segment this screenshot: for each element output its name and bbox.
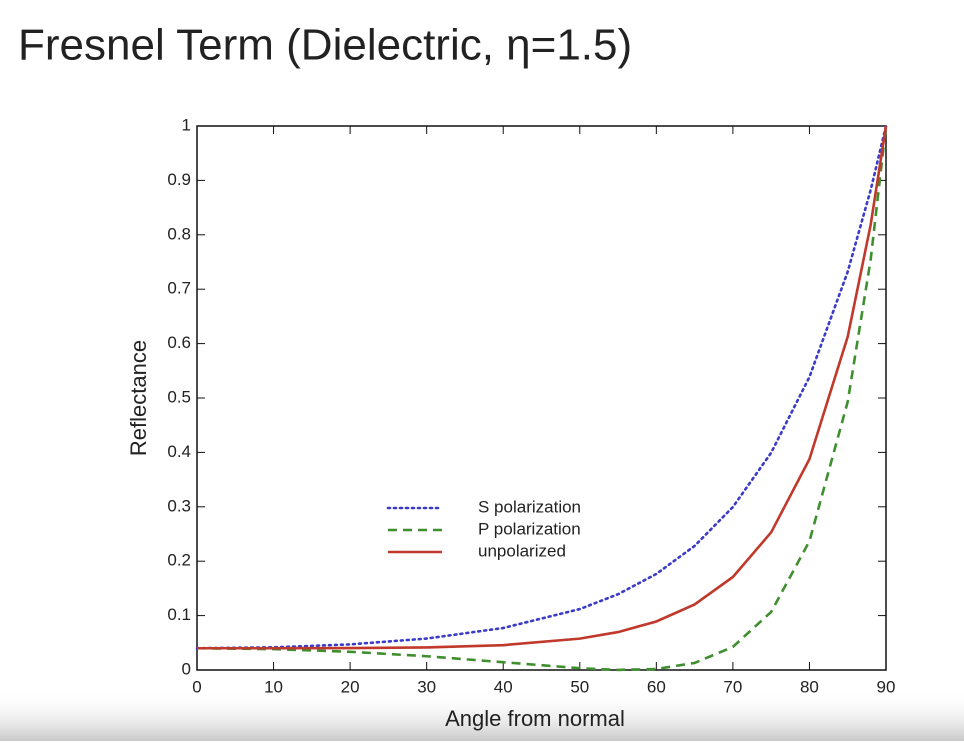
x-tick-label: 40 — [494, 677, 513, 696]
y-tick-label: 0.4 — [167, 442, 191, 461]
x-tick-label: 0 — [192, 677, 201, 696]
x-tick-label: 60 — [647, 677, 666, 696]
x-tick-label: 50 — [570, 677, 589, 696]
y-axis-label: Reflectance — [126, 340, 151, 456]
y-tick-label: 0.7 — [167, 279, 191, 298]
legend-label: unpolarized — [478, 541, 566, 560]
y-tick-label: 0.3 — [167, 496, 191, 515]
y-tick-label: 0.1 — [167, 605, 191, 624]
legend-label: P polarization — [478, 519, 581, 538]
x-tick-label: 80 — [800, 677, 819, 696]
y-tick-label: 0 — [182, 659, 191, 678]
series-line — [196, 125, 888, 672]
y-tick-label: 0.8 — [167, 224, 191, 243]
x-tick-label: 10 — [264, 677, 283, 696]
bottom-shade — [0, 690, 964, 741]
y-tick-label: 0.2 — [167, 551, 191, 570]
y-tick-label: 0.5 — [167, 387, 191, 406]
x-tick-label: 70 — [723, 677, 742, 696]
legend-label: S polarization — [478, 497, 581, 516]
y-tick-label: 0.6 — [167, 333, 191, 352]
x-tick-label: 30 — [417, 677, 436, 696]
x-tick-label: 20 — [341, 677, 360, 696]
slide-title: Fresnel Term (Dielectric, η=1.5) — [18, 21, 632, 70]
series-line — [197, 125, 888, 650]
series-line — [195, 124, 888, 650]
x-tick-label: 90 — [877, 677, 896, 696]
y-tick-label: 1 — [182, 115, 191, 134]
y-tick-label: 0.9 — [167, 170, 191, 189]
x-axis-label: Angle from normal — [445, 706, 625, 731]
